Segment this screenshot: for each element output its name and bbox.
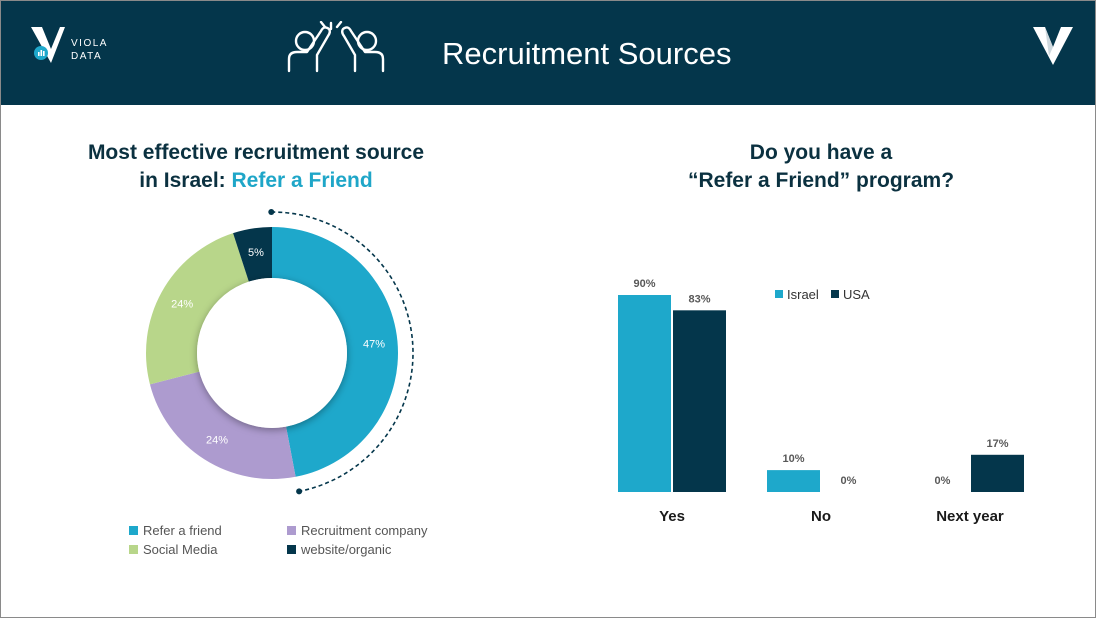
bar-category-label: Yes (659, 508, 685, 525)
donut-data-label: 24% (171, 299, 193, 311)
donut-slice-recruitment-company (149, 371, 296, 480)
legend-item-recruitment-company: Recruitment company (287, 523, 427, 538)
legend-swatch (129, 526, 138, 535)
donut-legend: Refer a friend Recruitment company Socia… (129, 523, 469, 563)
bar-israel-yes (618, 295, 671, 492)
bar-chart: 90% 83% 10% 0% 0% 17% Yes No Next year Israel US… (618, 278, 1024, 525)
high-five-people-icon (287, 21, 385, 73)
accent-arc-dashed (271, 211, 414, 493)
viola-v-mark-icon (1033, 27, 1073, 65)
bar-data-label: 0% (841, 475, 857, 487)
bar-data-label: 0% (935, 475, 951, 487)
donut-data-label: 47% (363, 338, 385, 350)
donut-hole (197, 278, 347, 428)
bar-category-label: Next year (936, 508, 1004, 525)
logo-line-viola: VIOLA (71, 38, 108, 49)
legend-swatch (831, 290, 839, 298)
donut-slice-social-media (146, 233, 249, 385)
donut-chart: 47% 24% 24% 5% (146, 209, 414, 495)
viola-logo-icon (31, 27, 65, 63)
donut-title-line1: Most effective recruitment source (87, 141, 425, 164)
legend-label: website/organic (301, 542, 392, 557)
donut-data-label: 24% (206, 435, 228, 447)
donut-slice-website-organic (233, 227, 272, 282)
legend-label: Refer a friend (143, 523, 222, 538)
bar-israel-no (767, 470, 820, 492)
legend-label: USA (843, 287, 870, 302)
donut-slice-refer-a-friend (272, 227, 399, 477)
logo-line-data: DATA (71, 51, 103, 62)
legend-swatch (775, 290, 783, 298)
legend-swatch (287, 545, 296, 554)
legend-label: Israel (787, 287, 819, 302)
bar-data-label: 10% (782, 453, 804, 465)
accent-arc-endpoint (268, 209, 275, 216)
donut-accent-arc (268, 209, 414, 495)
donut-title-line2: in Israel: Refer a Friend (41, 167, 471, 195)
legend-item-website-organic: website/organic (287, 542, 391, 557)
donut-title-prefix: in Israel: (139, 169, 232, 192)
bar-data-label: 90% (633, 278, 655, 290)
bar-data-label: 17% (986, 438, 1008, 450)
viola-data-logo (29, 25, 139, 71)
bar-usa-next-year (971, 454, 1024, 492)
logo-text: VIOLA DATA (71, 37, 108, 63)
accent-arc-endpoint (296, 488, 303, 495)
bar-title-line1: Do you have a (749, 141, 893, 164)
bar-chart-title: Do you have a “Refer a Friend” program? (621, 139, 1021, 195)
donut-chart-title: Most effective recruitment source in Isr… (41, 139, 471, 195)
bar-usa-yes (673, 310, 726, 492)
legend-label: Social Media (143, 542, 218, 557)
legend-swatch (129, 545, 138, 554)
header-banner: VIOLA DATA Recruitment Sources (1, 1, 1095, 105)
legend-item-social-media: Social Media (129, 542, 217, 557)
legend-item-refer-a-friend: Refer a friend (129, 523, 222, 538)
page-title: Recruitment Sources (442, 36, 732, 71)
bar-data-label: 83% (688, 293, 710, 305)
donut-title-highlight: Refer a Friend (231, 169, 373, 192)
bar-category-label: No (811, 508, 831, 525)
legend-label: Recruitment company (301, 523, 428, 538)
donut-data-label: 5% (248, 247, 264, 259)
bar-title-line2: “Refer a Friend” program? (687, 169, 955, 192)
legend-swatch (287, 526, 296, 535)
